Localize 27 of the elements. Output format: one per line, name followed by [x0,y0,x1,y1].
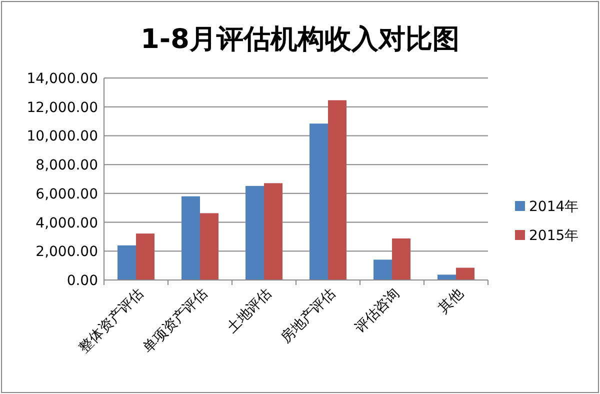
bar [246,186,264,280]
legend-label: 2015年 [529,228,579,244]
bar [264,183,282,280]
bar [136,234,154,280]
bar [310,124,328,280]
bar [392,238,410,280]
y-tick-label: 6,000.00 [36,186,98,202]
bar [438,274,456,280]
y-tick-label: 14,000.00 [26,71,98,87]
y-tick-label: 8,000.00 [36,158,98,174]
y-tick-label: 10,000.00 [26,128,98,145]
bar [328,100,346,280]
y-tick-label: 4,000.00 [36,215,98,232]
y-tick-label: 0.00 [66,273,98,289]
x-tick-label: 评估咨询 [352,286,403,336]
chart-title: 1-8月评估机构收入对比图 [140,24,460,55]
x-tick-label: 房地产评估 [278,286,339,346]
bar [374,260,392,280]
bar [200,213,218,280]
bar [118,245,136,280]
y-tick-label: 2,000.00 [36,244,98,260]
bar [456,268,474,280]
legend-label: 2014年 [529,199,579,215]
x-tick-label: 其他 [436,286,467,317]
y-tick-label: 12,000.00 [26,100,98,116]
x-tick-label: 土地评估 [224,286,275,336]
bar [182,196,200,280]
